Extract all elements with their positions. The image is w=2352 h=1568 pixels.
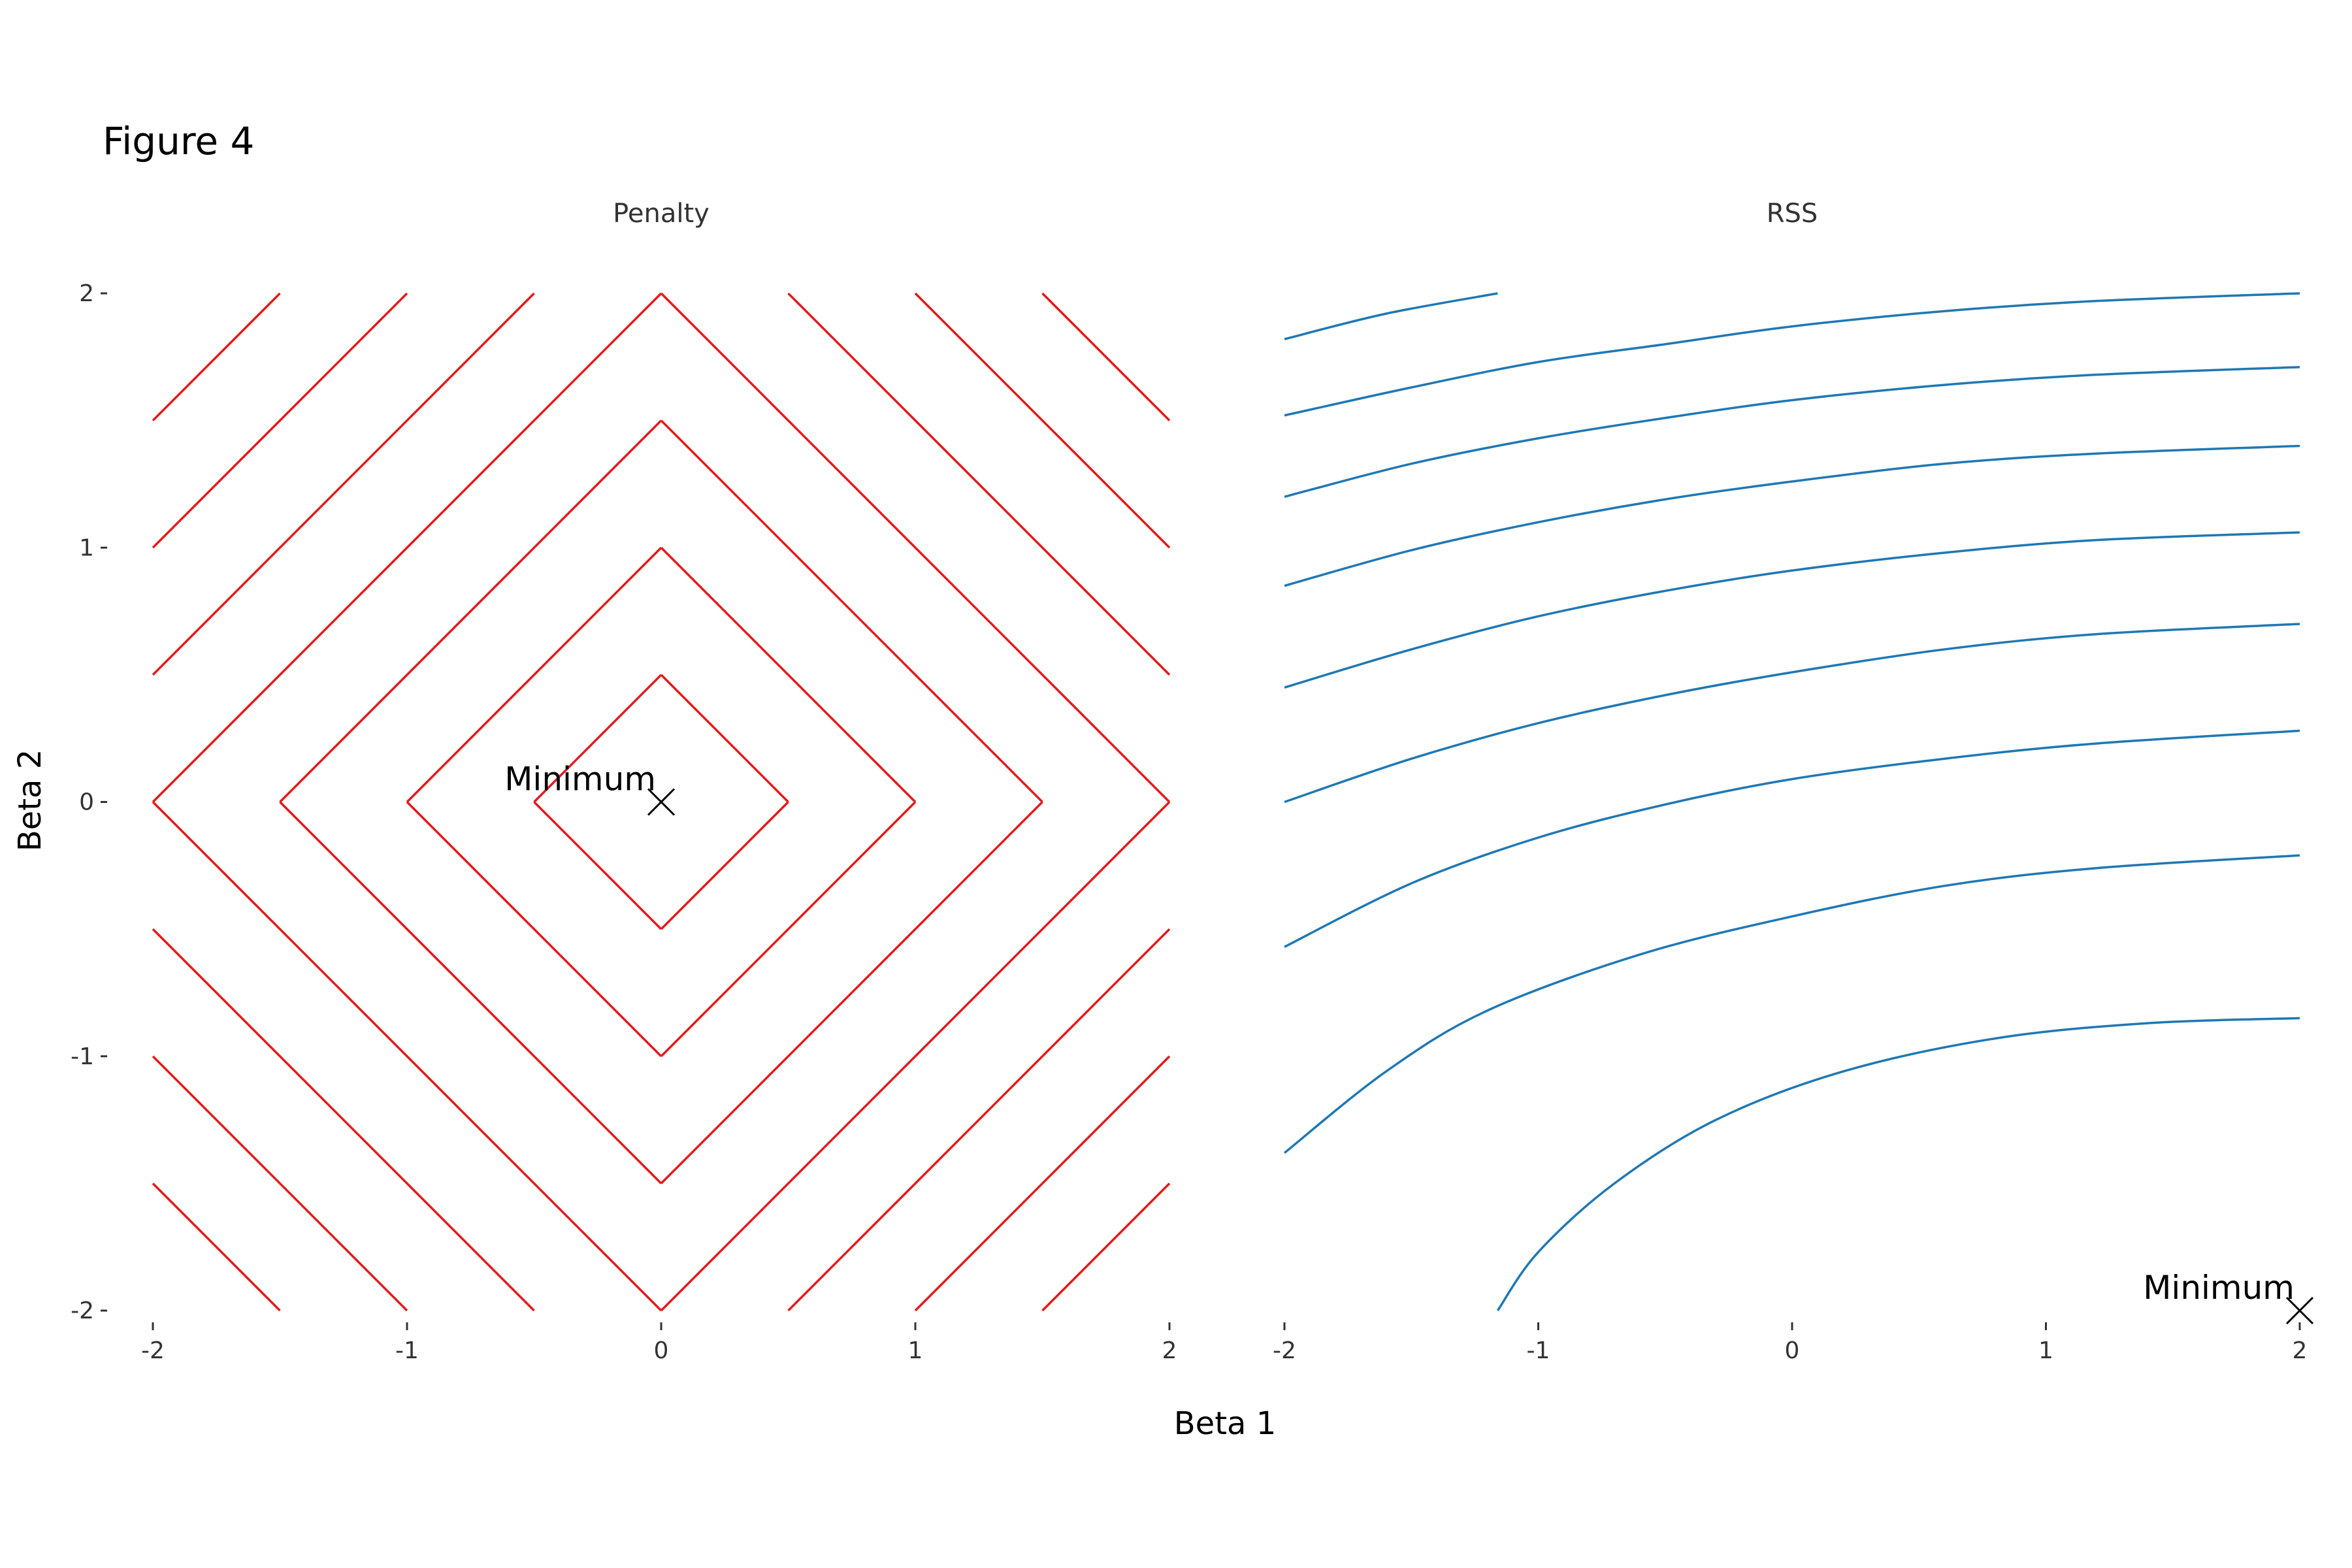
rss-x-tick-label: 1 bbox=[2038, 1337, 2053, 1364]
penalty-minimum-label: Minimum bbox=[504, 760, 656, 798]
penalty-minimum-marker-stroke-b bbox=[647, 788, 676, 816]
y-tick-label: -2 bbox=[71, 1298, 94, 1324]
rss-contour-1 bbox=[1496, 1017, 2300, 1311]
penalty-contour-level-2-segment-4 bbox=[660, 801, 917, 1057]
penalty-contour-level-4-segment-4 bbox=[660, 801, 1171, 1312]
penalty-x-tick-label: -2 bbox=[141, 1337, 165, 1364]
penalty-x-tick-label: 1 bbox=[908, 1337, 923, 1364]
penalty-contour-level-2-segment-3 bbox=[406, 801, 662, 1057]
penalty-y-ticks: -2 -1 0 1 2 bbox=[71, 280, 107, 1324]
rss-minimum-annotation: Minimum bbox=[2143, 1269, 2314, 1325]
y-tick-label: 1 bbox=[79, 534, 94, 561]
penalty-x-tick-label: 2 bbox=[1162, 1337, 1177, 1364]
penalty-contour-level-3-segment-3 bbox=[279, 801, 662, 1184]
penalty-contour-level-3-segment-4 bbox=[660, 801, 1043, 1184]
penalty-contour-level-6-segment-4 bbox=[914, 1055, 1171, 1312]
rss-contour-9 bbox=[1284, 292, 1498, 340]
penalty-contour-level-6-segment-3 bbox=[152, 1055, 408, 1312]
penalty-x-tick-label: 0 bbox=[654, 1337, 669, 1364]
penalty-contour-level-7-segment-2 bbox=[152, 292, 281, 421]
rss-contour-4 bbox=[1284, 623, 2300, 804]
rss-x-tick-label: -1 bbox=[1527, 1337, 1550, 1364]
penalty-contour-level-2-segment-2 bbox=[406, 547, 662, 803]
penalty-contour-level-5-segment-2 bbox=[152, 292, 535, 676]
penalty-contour-level-1-segment-1 bbox=[660, 674, 789, 803]
rss-panel-title: RSS bbox=[1767, 199, 1818, 229]
penalty-contour-level-1-segment-3 bbox=[533, 801, 662, 930]
rss-contour-7 bbox=[1284, 366, 2300, 498]
penalty-contour-level-1-segment-4 bbox=[660, 801, 789, 930]
penalty-minimum-annotation: Minimum bbox=[504, 760, 676, 816]
penalty-contour-level-1-segment-2 bbox=[533, 674, 662, 803]
penalty-contour-level-4-segment-1 bbox=[660, 292, 1171, 803]
rss-minimum-label: Minimum bbox=[2143, 1269, 2295, 1307]
rss-x-tick-label: 2 bbox=[2293, 1337, 2308, 1364]
penalty-contour-level-7-segment-1 bbox=[1041, 292, 1171, 421]
rss-contour-5 bbox=[1284, 531, 2300, 689]
rss-contour-8 bbox=[1284, 292, 2300, 417]
penalty-panel: Penalty -2 -1 0 1 2 -2 -1 0 1 2 Minimum bbox=[71, 199, 1177, 1364]
rss-panel: RSS -2 -1 0 1 2 Minimum bbox=[1273, 199, 2314, 1364]
penalty-contour-level-2-segment-1 bbox=[660, 547, 917, 803]
rss-contour-3 bbox=[1284, 729, 2300, 948]
rss-x-tick-label: -2 bbox=[1273, 1337, 1296, 1364]
penalty-contour-level-5-segment-3 bbox=[152, 928, 535, 1312]
x-axis-title: Beta 1 bbox=[1174, 1405, 1277, 1442]
penalty-contours bbox=[152, 292, 1171, 1312]
y-axis-title: Beta 2 bbox=[12, 749, 48, 852]
y-tick-label: 0 bbox=[79, 789, 94, 816]
penalty-contour-level-7-segment-4 bbox=[1041, 1183, 1171, 1312]
penalty-contour-level-4-segment-3 bbox=[152, 801, 662, 1312]
rss-contour-6 bbox=[1284, 444, 2300, 587]
penalty-panel-title: Penalty bbox=[613, 199, 710, 229]
penalty-contour-level-4-segment-2 bbox=[152, 292, 662, 803]
penalty-contour-level-5-segment-4 bbox=[787, 928, 1171, 1312]
rss-x-ticks: -2 -1 0 1 2 bbox=[1273, 1322, 2307, 1364]
rss-minimum-marker-stroke-b bbox=[2285, 1296, 2314, 1325]
penalty-contour-level-3-segment-2 bbox=[279, 419, 662, 803]
penalty-contour-level-3-segment-1 bbox=[660, 419, 1043, 803]
y-tick-label: 2 bbox=[79, 280, 94, 307]
penalty-contour-level-7-segment-3 bbox=[152, 1183, 281, 1312]
penalty-x-tick-label: -1 bbox=[395, 1337, 419, 1364]
penalty-contour-level-5-segment-1 bbox=[787, 292, 1171, 676]
y-tick-label: -1 bbox=[71, 1043, 94, 1070]
rss-contours bbox=[1283, 292, 2300, 1311]
figure-title: Figure 4 bbox=[103, 119, 254, 163]
penalty-x-ticks: -2 -1 0 1 2 bbox=[141, 1322, 1177, 1364]
rss-x-tick-label: 0 bbox=[1785, 1337, 1800, 1364]
rss-contour-2 bbox=[1283, 854, 2300, 1154]
penalty-contour-level-6-segment-1 bbox=[914, 292, 1171, 549]
penalty-contour-level-6-segment-2 bbox=[152, 292, 408, 549]
